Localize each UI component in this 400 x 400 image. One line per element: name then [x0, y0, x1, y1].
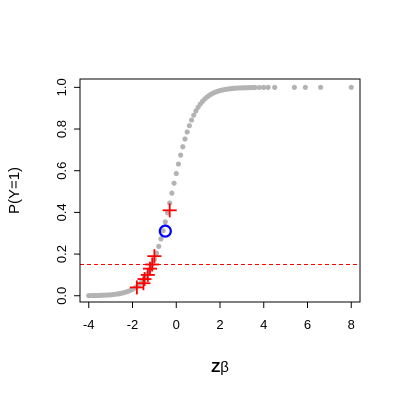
curve-point: [178, 152, 184, 158]
case-marker: [162, 203, 177, 218]
y-tick-label: 0.6: [54, 162, 69, 180]
y-axis-label: P(Y=1): [6, 167, 23, 214]
case-marker: [140, 267, 155, 282]
plot-frame: [79, 78, 361, 303]
y-axis: 0.0 0.2 0.4 0.6 0.8 1.0: [54, 78, 81, 305]
curve-point: [272, 84, 278, 90]
curve-point: [173, 170, 179, 177]
x-axis-label-bold: Z: [211, 359, 220, 376]
x-axis-label: Zβ: [211, 359, 229, 376]
x-tick-label: -2: [127, 317, 139, 332]
curve-point: [252, 84, 258, 91]
curve-point: [182, 136, 188, 142]
x-axis-label-greek: β: [220, 359, 229, 376]
x-tick-label: 8: [348, 317, 355, 332]
curve-point: [348, 84, 354, 90]
x-tick-label: -4: [83, 317, 95, 332]
curve-point: [167, 200, 173, 206]
curve-point: [191, 112, 197, 118]
case-marker: [147, 249, 162, 264]
curve-point: [175, 161, 182, 167]
case-marker: [145, 257, 160, 272]
x-tick-label: 4: [260, 317, 267, 332]
curve-point: [169, 190, 175, 196]
curve-point: [188, 117, 195, 123]
curve-point: [318, 84, 324, 90]
curve-point: [302, 84, 308, 90]
y-tick-label: 0.4: [54, 203, 69, 221]
curve-point: [261, 84, 267, 91]
y-tick-label: 0.0: [54, 287, 69, 305]
x-tick-label: 2: [216, 317, 223, 332]
curve-point: [171, 180, 177, 186]
curve-point: [158, 236, 164, 242]
curve-point: [291, 84, 297, 90]
curve-point: [180, 144, 186, 150]
x-tick-label: 0: [173, 317, 180, 332]
curve-point: [186, 123, 192, 129]
y-tick-label: 0.8: [54, 120, 69, 138]
curve-point: [256, 84, 262, 91]
curve-point: [184, 129, 190, 135]
y-tick-label: 1.0: [54, 78, 69, 96]
curve-point: [265, 84, 271, 90]
y-tick-label: 0.2: [54, 245, 69, 263]
curve-point: [156, 243, 162, 249]
curve-point: [160, 228, 166, 234]
curve-point: [162, 219, 168, 225]
highlight-marker: [158, 224, 172, 238]
plot-content: [80, 84, 360, 299]
x-axis: -4 -2 0 2 4 6 8: [83, 301, 355, 332]
x-tick-label: 6: [304, 317, 311, 332]
